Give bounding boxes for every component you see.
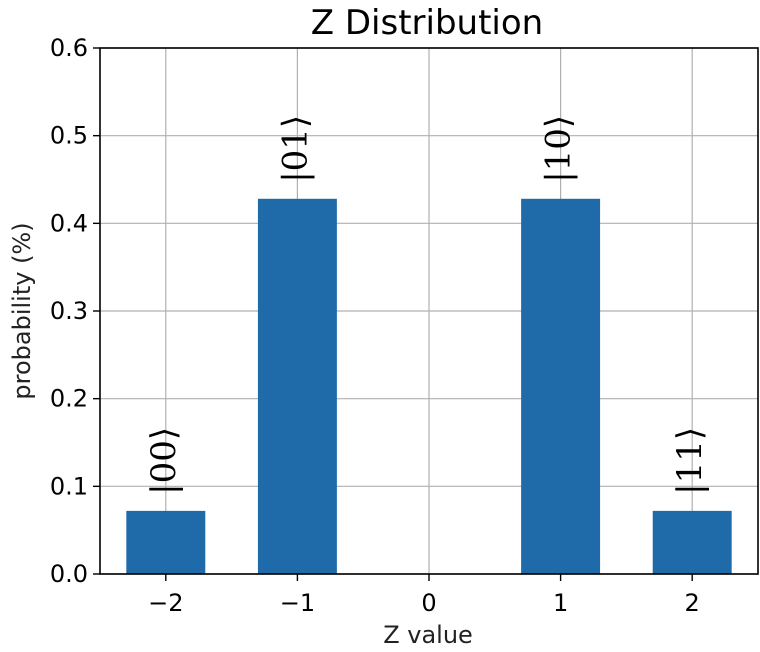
y-tick-label: 0.3	[50, 297, 88, 325]
y-tick-labels: 0.0 0.1 0.2 0.3 0.4 0.5 0.6	[50, 34, 88, 588]
bar-label: |01⟩	[275, 115, 315, 183]
bar	[521, 198, 601, 574]
bar	[652, 510, 732, 574]
x-tick-label: 2	[685, 589, 700, 617]
bar	[126, 510, 206, 574]
y-tick-label: 0.2	[50, 385, 88, 413]
grid	[100, 47, 758, 575]
y-axis-label: probability (%)	[8, 222, 36, 399]
x-tick-label: 1	[553, 589, 568, 617]
x-tick-label: −1	[280, 589, 315, 617]
y-tick-label: 0.0	[50, 560, 88, 588]
ticks	[93, 47, 693, 581]
y-tick-label: 0.6	[50, 34, 88, 62]
x-tick-label: −2	[148, 589, 183, 617]
y-tick-label: 0.1	[50, 472, 88, 500]
chart-title: Z Distribution	[311, 3, 543, 43]
bar-label: |10⟩	[539, 115, 579, 183]
bar-label: |11⟩	[670, 427, 710, 495]
x-tick-label: 0	[421, 589, 436, 617]
y-tick-label: 0.4	[50, 209, 88, 237]
x-tick-labels: −2 −1 0 1 2	[148, 589, 700, 617]
y-tick-label: 0.5	[50, 122, 88, 150]
x-axis-label: Z value	[383, 621, 473, 649]
bar-label: |00⟩	[144, 427, 184, 495]
bar-labels: |00⟩ |01⟩ |10⟩ |11⟩	[144, 115, 710, 495]
bar	[257, 198, 337, 574]
bars	[126, 198, 732, 574]
